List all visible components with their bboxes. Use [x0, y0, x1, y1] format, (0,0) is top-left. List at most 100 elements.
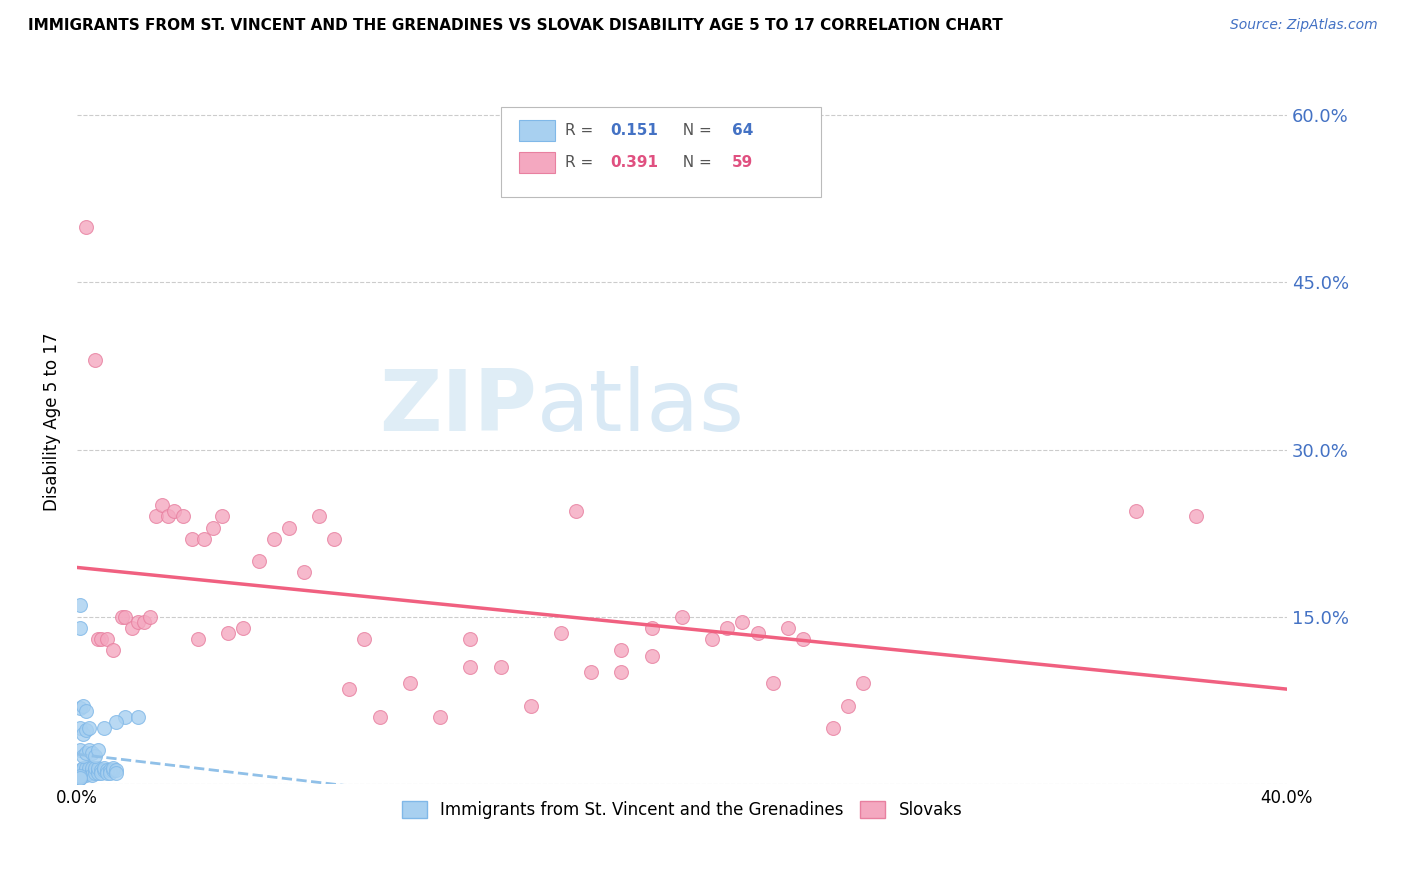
- Point: [105, 765, 128, 780]
- Point: [702, 632, 724, 646]
- Point: [292, 565, 315, 579]
- Point: [127, 615, 149, 630]
- Text: Source: ZipAtlas.com: Source: ZipAtlas.com: [1230, 18, 1378, 32]
- Point: [111, 609, 134, 624]
- Point: [75, 746, 97, 760]
- Point: [73, 765, 96, 780]
- Point: [87, 743, 110, 757]
- Point: [429, 710, 451, 724]
- Point: [87, 761, 110, 775]
- Point: [308, 509, 330, 524]
- Point: [93, 761, 115, 775]
- Point: [84, 765, 107, 780]
- Point: [202, 520, 225, 534]
- Point: [181, 532, 204, 546]
- Point: [82, 764, 104, 778]
- Point: [90, 764, 112, 778]
- Point: [716, 621, 738, 635]
- Point: [69, 599, 91, 613]
- Point: [105, 764, 128, 778]
- Point: [776, 621, 799, 635]
- Point: [138, 609, 160, 624]
- Point: [762, 676, 785, 690]
- Text: 0.151: 0.151: [610, 123, 658, 138]
- Point: [72, 698, 94, 713]
- Point: [70, 764, 93, 778]
- Point: [69, 768, 91, 782]
- Point: [72, 761, 94, 775]
- Point: [671, 609, 693, 624]
- Point: [87, 765, 110, 780]
- Point: [75, 761, 97, 775]
- Point: [69, 721, 91, 735]
- Point: [519, 698, 541, 713]
- Point: [96, 632, 118, 646]
- Text: N =: N =: [673, 123, 717, 138]
- Point: [72, 768, 94, 782]
- Point: [263, 532, 285, 546]
- Point: [75, 219, 97, 234]
- Point: [87, 764, 110, 778]
- Point: [641, 648, 664, 663]
- Point: [69, 743, 91, 757]
- Point: [77, 721, 100, 735]
- Point: [69, 769, 91, 783]
- Point: [103, 643, 125, 657]
- Point: [550, 626, 572, 640]
- Point: [84, 748, 107, 763]
- Point: [72, 764, 94, 778]
- Point: [792, 632, 814, 646]
- Point: [98, 764, 121, 778]
- Point: [1185, 509, 1208, 524]
- Point: [1125, 504, 1147, 518]
- Point: [581, 665, 603, 680]
- Point: [75, 765, 97, 780]
- Point: [145, 509, 167, 524]
- Point: [247, 554, 270, 568]
- Y-axis label: Disability Age 5 to 17: Disability Age 5 to 17: [44, 333, 60, 511]
- Point: [77, 761, 100, 775]
- Point: [458, 632, 481, 646]
- Point: [77, 765, 100, 780]
- Point: [103, 764, 125, 778]
- Point: [398, 676, 420, 690]
- Point: [93, 721, 115, 735]
- Point: [610, 665, 633, 680]
- Point: [121, 621, 143, 635]
- Point: [72, 726, 94, 740]
- Point: [105, 715, 128, 730]
- Legend: Immigrants from St. Vincent and the Grenadines, Slovaks: Immigrants from St. Vincent and the Gren…: [395, 795, 969, 826]
- Point: [82, 761, 104, 775]
- Point: [127, 710, 149, 724]
- Point: [75, 768, 97, 782]
- FancyBboxPatch shape: [519, 120, 555, 141]
- Text: R =: R =: [565, 123, 598, 138]
- Point: [75, 764, 97, 778]
- Point: [565, 504, 588, 518]
- Point: [69, 771, 91, 785]
- Point: [82, 768, 104, 782]
- Point: [69, 765, 91, 780]
- Point: [823, 721, 845, 735]
- Point: [82, 765, 104, 780]
- Point: [67, 765, 90, 780]
- Text: N =: N =: [673, 155, 717, 170]
- Text: 0.391: 0.391: [610, 155, 658, 170]
- Point: [217, 626, 239, 640]
- FancyBboxPatch shape: [519, 153, 555, 172]
- Point: [90, 765, 112, 780]
- Point: [852, 676, 875, 690]
- Point: [75, 723, 97, 738]
- Point: [87, 632, 110, 646]
- Point: [96, 764, 118, 778]
- Point: [610, 643, 633, 657]
- Point: [90, 632, 112, 646]
- Point: [277, 520, 299, 534]
- Text: atlas: atlas: [537, 366, 745, 449]
- Point: [77, 764, 100, 778]
- Text: R =: R =: [565, 155, 598, 170]
- Point: [82, 746, 104, 760]
- FancyBboxPatch shape: [501, 107, 821, 197]
- Text: 59: 59: [731, 155, 752, 170]
- Point: [156, 509, 179, 524]
